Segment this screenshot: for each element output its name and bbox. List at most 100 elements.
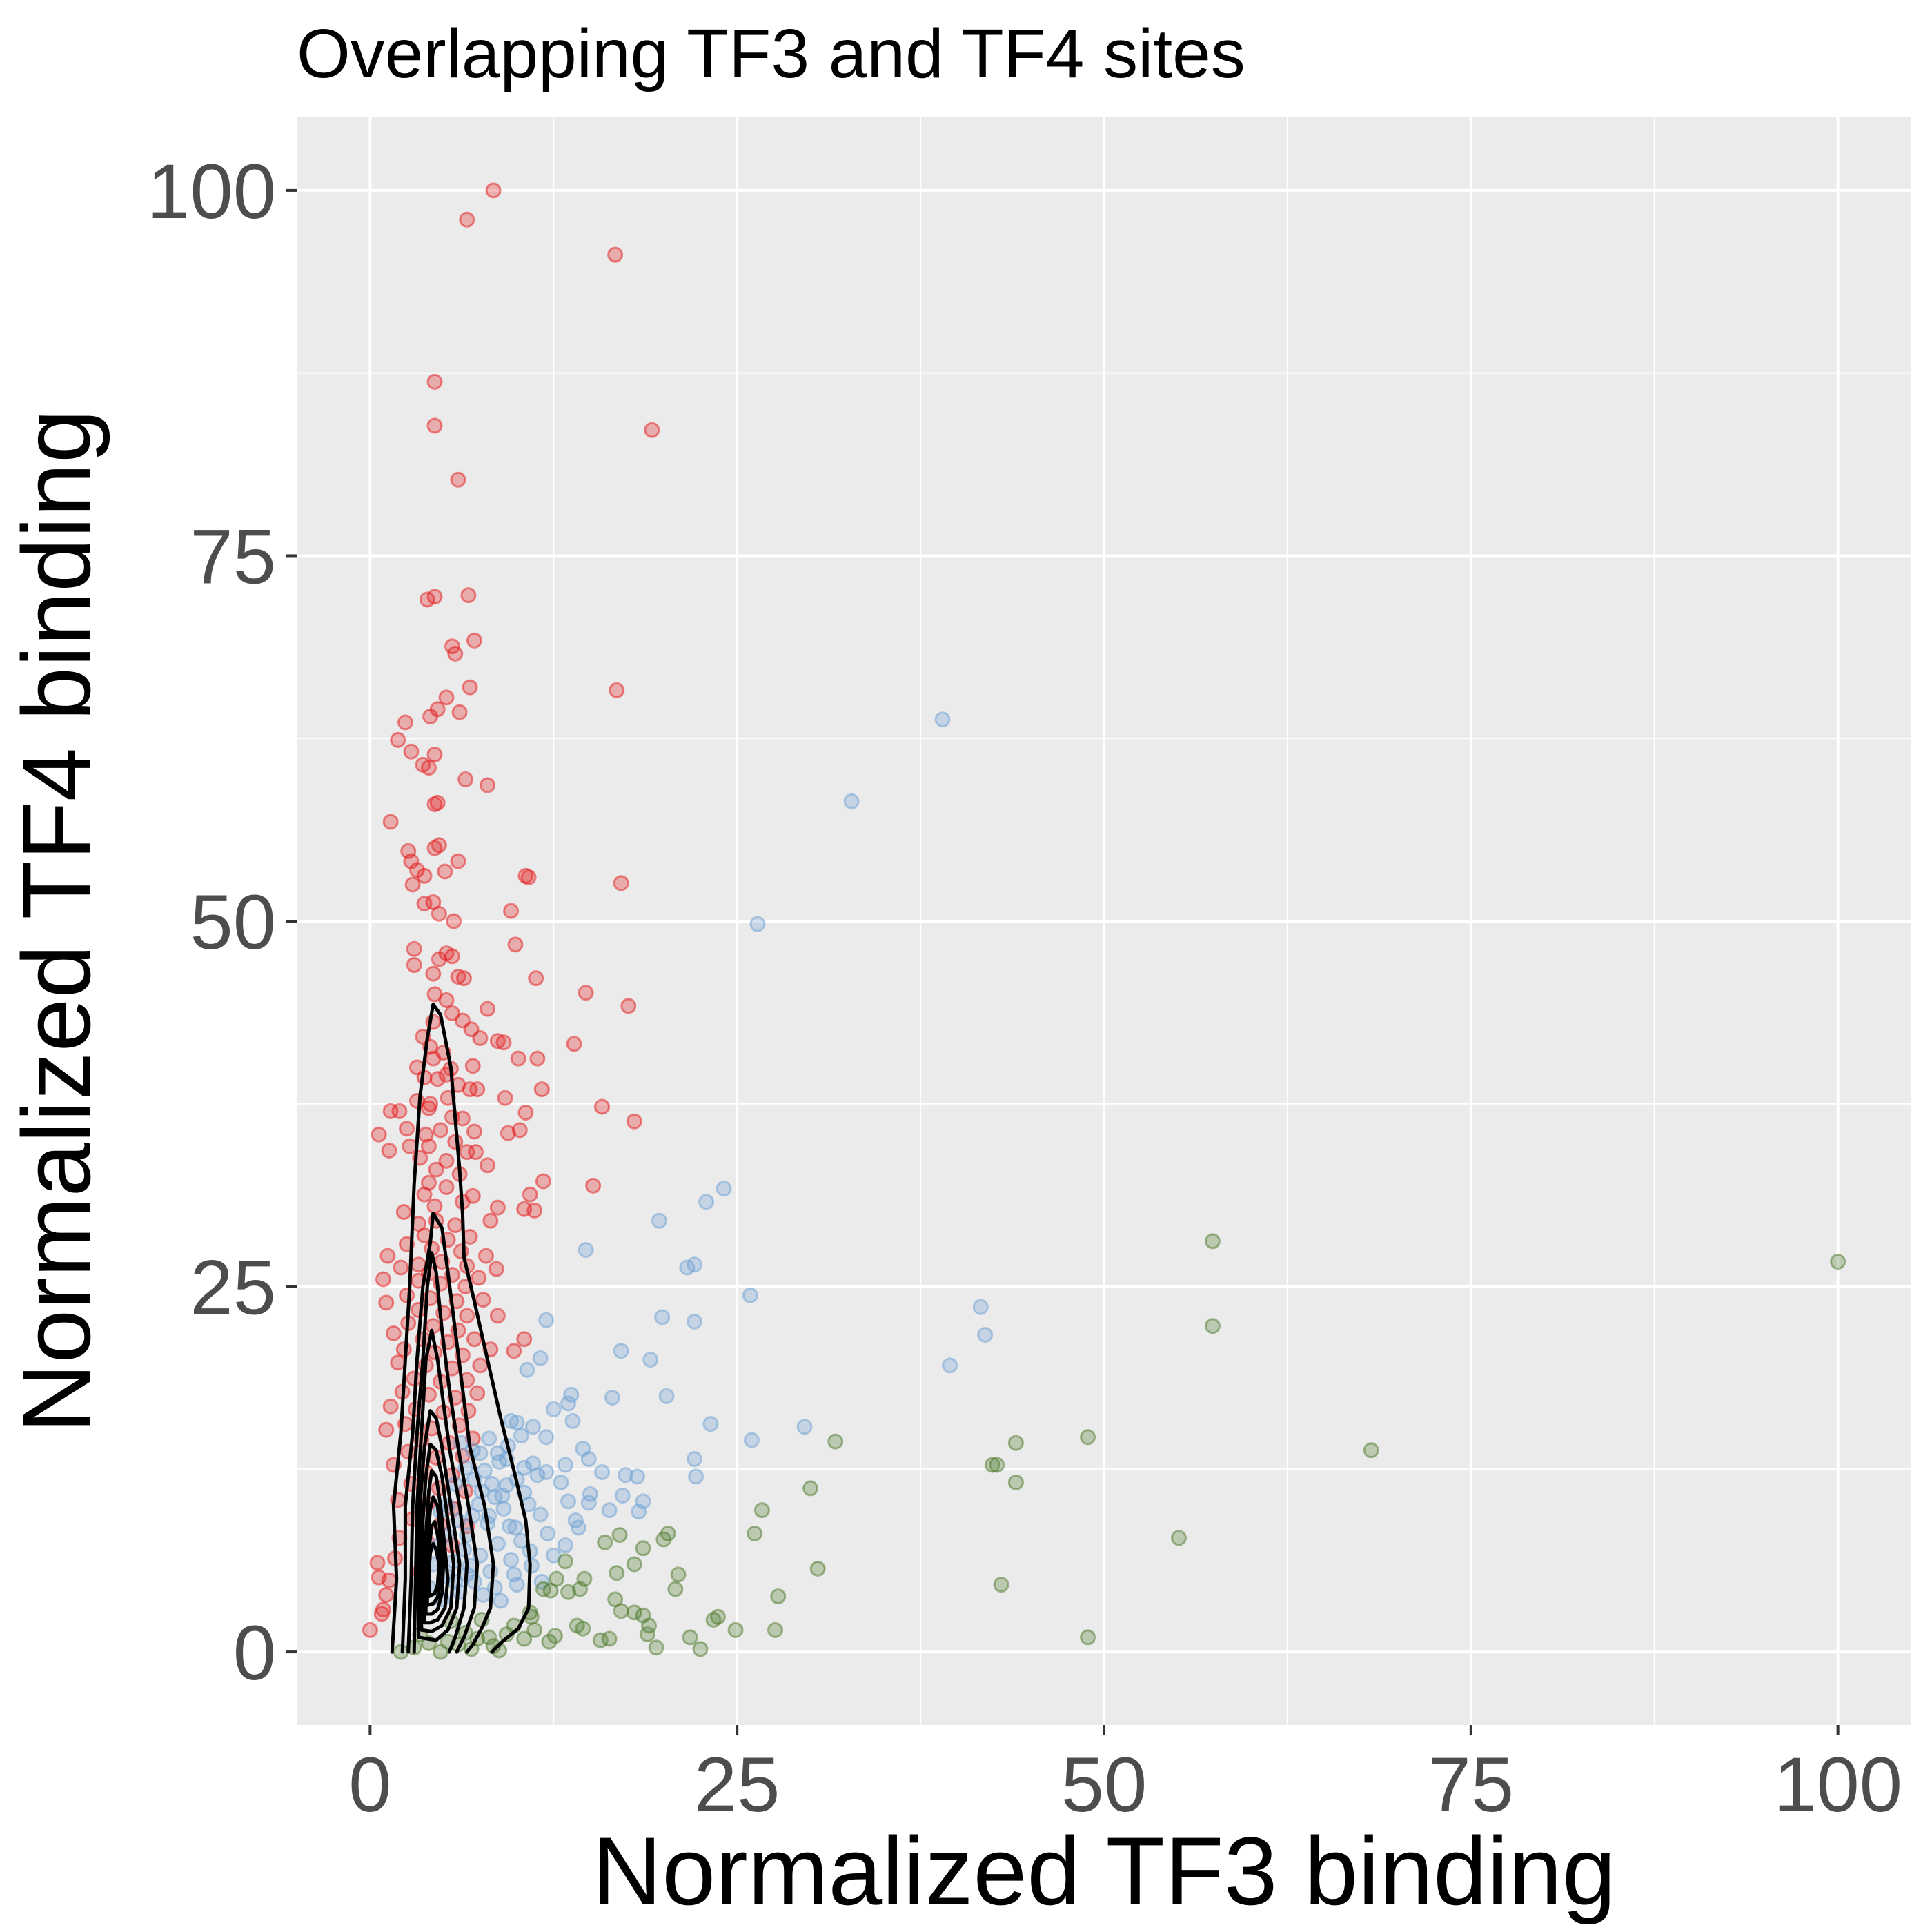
data-point-series-1 [497,1090,513,1106]
data-point-series-2 [629,1468,646,1485]
data-point-series-3 [1007,1435,1024,1451]
data-point-series-1 [431,905,447,922]
data-point-series-3 [1080,1629,1096,1646]
data-point-series-1 [391,1103,408,1119]
data-point-series-3 [667,1581,684,1597]
data-point-series-3 [809,1560,826,1577]
data-point-series-2 [654,1309,671,1325]
data-point-series-3 [601,1630,618,1647]
data-point-series-2 [538,1429,555,1446]
data-point-series-1 [420,760,437,776]
data-point-series-2 [564,1412,581,1429]
data-point-series-1 [459,1308,475,1324]
data-point-series-3 [705,1611,722,1628]
data-point-series-1 [468,1144,484,1161]
x-tick-label: 25 [694,1742,780,1828]
data-point-series-1 [475,1292,491,1308]
data-point-series-2 [563,1386,580,1403]
data-point-series-1 [451,704,468,720]
data-point-series-2 [495,1501,512,1517]
data-point-series-1 [593,1098,610,1115]
data-point-series-1 [450,471,466,488]
data-point-series-1 [416,867,433,884]
data-point-series-1 [438,1152,455,1169]
data-point-series-1 [411,1301,427,1318]
data-point-series-1 [390,731,406,748]
data-point-series-1 [371,1569,387,1586]
data-point-series-1 [426,373,443,390]
data-point-series-2 [604,1390,620,1406]
data-point-series-1 [382,1398,399,1414]
data-point-series-1 [432,1122,448,1138]
data-point-series-2 [557,1537,573,1553]
data-point-series-2 [501,1518,518,1535]
x-tick-label: 50 [1061,1742,1147,1828]
data-point-series-3 [542,1582,559,1599]
data-point-series-2 [524,1419,541,1435]
data-point-series-1 [399,1121,415,1137]
data-point-series-3 [827,1433,844,1450]
data-point-series-1 [399,1287,415,1303]
data-point-series-2 [532,1350,549,1366]
data-point-series-1 [453,1243,469,1260]
data-point-series-1 [362,1621,378,1638]
data-point-series-2 [743,1432,760,1448]
data-point-series-2 [749,916,766,932]
data-point-series-1 [428,1161,444,1178]
data-point-series-1 [385,1325,402,1341]
data-point-series-1 [395,1204,412,1221]
data-point-series-2 [580,1495,597,1511]
data-point-series-2 [601,1502,618,1519]
data-point-series-1 [489,1308,506,1324]
data-point-series-2 [532,1506,549,1523]
data-point-series-3 [656,1531,672,1548]
data-point-series-2 [538,1312,555,1328]
data-point-series-1 [518,1104,534,1121]
data-point-series-1 [526,1202,543,1219]
data-point-series-2 [553,1474,569,1490]
data-point-series-1 [446,913,462,929]
data-point-series-2 [529,1467,546,1483]
data-point-series-1 [454,1110,471,1127]
data-point-series-3 [613,1603,629,1619]
data-point-series-2 [513,1428,529,1444]
data-point-series-1 [585,1177,602,1194]
data-point-series-2 [698,1194,715,1210]
data-point-series-1 [371,1126,387,1143]
data-point-series-3 [481,1629,497,1646]
data-point-series-1 [500,1125,516,1141]
data-point-series-1 [522,1186,538,1203]
data-point-series-2 [618,1467,634,1483]
data-point-series-3 [557,1553,573,1570]
data-point-series-2 [796,1419,813,1435]
data-point-series-3 [670,1566,687,1583]
data-point-series-1 [456,970,473,987]
data-point-series-1 [425,965,442,982]
data-point-series-2 [934,711,951,728]
data-point-series-2 [519,1361,535,1378]
data-point-series-1 [511,1122,528,1138]
data-point-series-1 [450,853,466,869]
data-point-series-3 [516,1630,533,1647]
data-point-series-1 [438,689,455,706]
data-point-series-3 [1080,1429,1096,1446]
data-point-series-1 [426,747,443,763]
y-tick-label: 25 [190,1245,276,1331]
axes: 0 25 50 75 100 0 25 50 75 100 [147,148,1902,1828]
data-point-series-2 [489,1535,506,1552]
data-point-series-3 [572,1581,589,1597]
data-point-series-3 [609,1565,625,1581]
data-point-series-3 [727,1621,744,1638]
data-point-series-1 [369,1555,386,1571]
density-contour-line [412,1328,469,1654]
data-point-series-3 [802,1480,819,1497]
data-point-series-1 [469,1081,486,1098]
data-point-series-2 [484,1476,500,1492]
data-point-series-2 [843,793,860,809]
data-point-series-3 [682,1629,698,1646]
data-point-series-1 [480,1000,496,1017]
data-point-series-2 [560,1493,577,1510]
data-point-series-2 [475,1586,491,1603]
y-tick-label: 50 [190,879,276,965]
